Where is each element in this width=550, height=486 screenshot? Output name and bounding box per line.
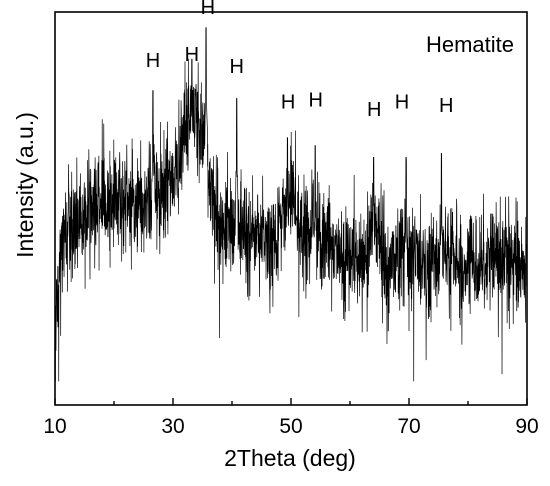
peak-label-6: H <box>309 89 323 111</box>
x-axis-label: 2Theta (deg) <box>224 445 356 471</box>
peak-label-4: H <box>229 56 243 78</box>
peak-label-5: H <box>281 91 295 113</box>
x-tick-label-70: 70 <box>397 415 420 438</box>
peak-label-7: H <box>367 99 381 121</box>
plot-area <box>54 27 528 382</box>
legend-text: Hematite <box>426 32 514 57</box>
xrd-trace-line <box>54 27 528 382</box>
axis-layer <box>54 11 528 406</box>
y-axis-label: Intensity (a.u.) <box>12 112 38 258</box>
x-tick-label-50: 50 <box>279 415 302 438</box>
x-tick-label-30: 30 <box>161 415 184 438</box>
peak-label-1: H <box>146 50 160 72</box>
x-tick-label-10: 10 <box>43 415 66 438</box>
x-tick-label-90: 90 <box>515 415 538 438</box>
peak-label-8: H <box>395 91 409 113</box>
peak-label-2: H <box>185 44 199 66</box>
peak-label-9: H <box>439 95 453 117</box>
peak-label-3: H <box>201 0 215 19</box>
